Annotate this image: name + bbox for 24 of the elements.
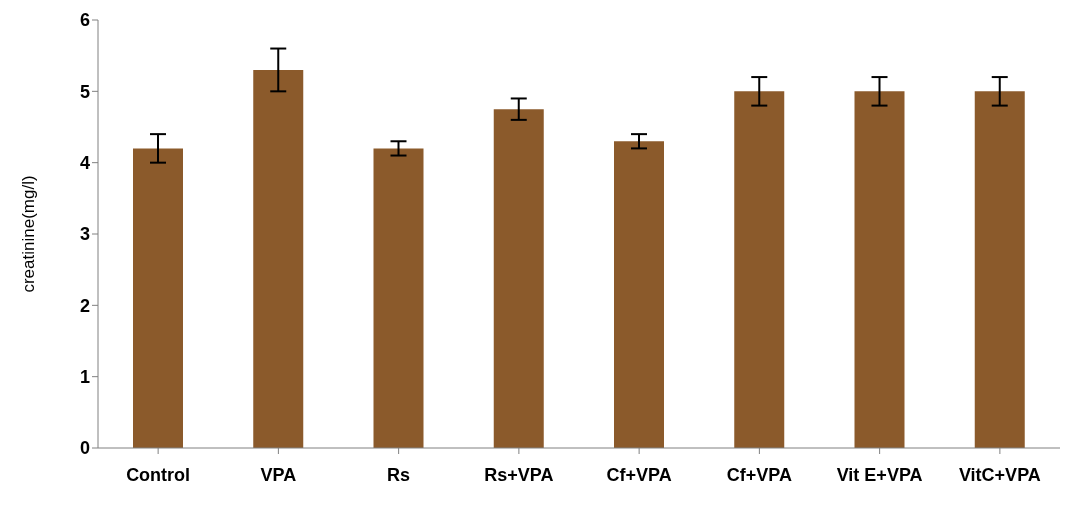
bar	[974, 91, 1025, 448]
y-tick-label: 5	[79, 81, 90, 102]
y-tick-label: 6	[79, 10, 90, 31]
x-tick-label: VitC+VPA	[958, 464, 1041, 485]
x-tick-label: Vit E+VPA	[836, 464, 923, 485]
x-tick-label: Cf+VPA	[606, 464, 672, 485]
y-tick-label: 1	[79, 367, 90, 388]
x-tick-label: Rs+VPA	[484, 464, 554, 485]
x-tick-label: Cf+VPA	[726, 464, 792, 485]
y-axis-title: creatinine(mg/l)	[19, 175, 39, 293]
bar	[734, 91, 785, 448]
bar	[493, 109, 544, 448]
bar	[614, 141, 664, 448]
y-tick-label: 3	[79, 224, 90, 245]
x-tick-label: VPA	[260, 464, 297, 485]
y-tick-label: 4	[79, 153, 90, 174]
y-tick-label: 2	[79, 295, 90, 316]
bar	[133, 148, 183, 448]
bar	[854, 91, 905, 448]
bar	[253, 69, 304, 448]
bar	[373, 148, 424, 448]
x-tick-label: Control	[126, 464, 191, 485]
x-tick-label: Rs	[387, 464, 411, 485]
y-tick-label: 0	[79, 438, 90, 459]
